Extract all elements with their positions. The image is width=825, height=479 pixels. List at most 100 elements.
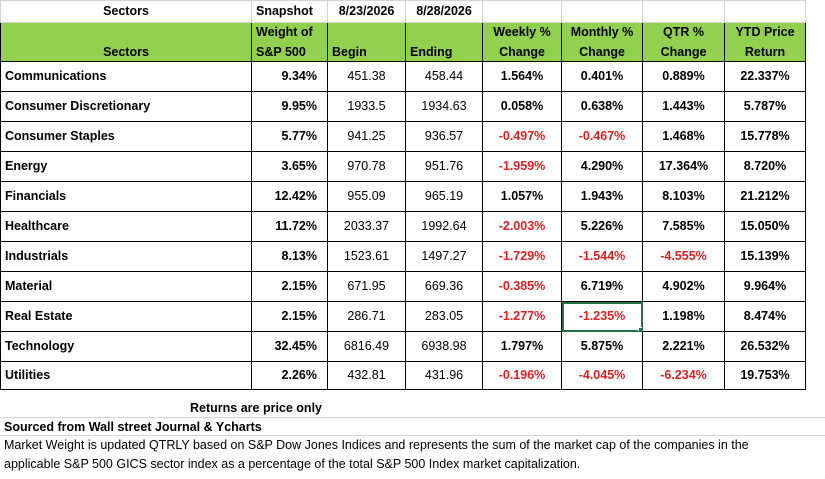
cell-weight[interactable]: 3.65% xyxy=(251,151,328,182)
header-monthly[interactable]: Monthly % Change xyxy=(561,22,643,62)
cell-monthly-change[interactable]: -0.467% xyxy=(561,121,643,152)
cell-weight[interactable]: 32.45% xyxy=(251,331,328,362)
cell-weight[interactable]: 9.34% xyxy=(251,61,328,92)
cell-ytd-return[interactable]: 5.787% xyxy=(724,91,806,122)
cell-ending[interactable]: 965.19 xyxy=(405,181,483,212)
cell-monthly-change[interactable]: 6.719% xyxy=(561,271,643,302)
cell-qtr-change[interactable]: -4.555% xyxy=(642,241,725,272)
cell-monthly-change[interactable]: 5.226% xyxy=(561,211,643,242)
cell-ytd-return[interactable]: 15.139% xyxy=(724,241,806,272)
cell-weekly-change[interactable]: -2.003% xyxy=(482,211,562,242)
cell-ytd-return[interactable]: 8.720% xyxy=(724,151,806,182)
cell-sector[interactable]: Consumer Staples xyxy=(0,121,252,152)
cell-weekly-change[interactable]: 0.058% xyxy=(482,91,562,122)
cell-qtr-change[interactable]: 2.221% xyxy=(642,331,725,362)
cell-ytd-return[interactable]: 22.337% xyxy=(724,61,806,92)
cell-sector[interactable]: Real Estate xyxy=(0,301,252,332)
cell-weight[interactable]: 2.15% xyxy=(251,301,328,332)
cell-begin[interactable]: 1933.5 xyxy=(327,91,406,122)
cell-begin[interactable]: 970.78 xyxy=(327,151,406,182)
cell-ending[interactable]: 669.36 xyxy=(405,271,483,302)
cell-ending[interactable]: 1497.27 xyxy=(405,241,483,272)
cell-begin[interactable]: 955.09 xyxy=(327,181,406,212)
cell-begin[interactable]: 451.38 xyxy=(327,61,406,92)
cell-sector[interactable]: Material xyxy=(0,271,252,302)
cell-ending[interactable]: 458.44 xyxy=(405,61,483,92)
fill-handle[interactable] xyxy=(638,327,642,331)
cell-ytd-return[interactable]: 15.778% xyxy=(724,121,806,152)
cell-ytd-return[interactable]: 8.474% xyxy=(724,301,806,332)
cell-sector[interactable]: Healthcare xyxy=(0,211,252,242)
header-sectors[interactable]: Sectors xyxy=(0,22,252,62)
cell-sector[interactable]: Consumer Discretionary xyxy=(0,91,252,122)
cell-qtr-change[interactable]: 1.198% xyxy=(642,301,725,332)
cell-qtr-change[interactable]: -6.234% xyxy=(642,361,725,390)
snapshot-label[interactable]: Snapshot xyxy=(251,0,328,23)
cell-ytd-return[interactable]: 19.753% xyxy=(724,361,806,390)
cell-weekly-change[interactable]: 1.564% xyxy=(482,61,562,92)
cell-monthly-change[interactable]: 4.290% xyxy=(561,151,643,182)
cell-monthly-change[interactable]: 0.638% xyxy=(561,91,643,122)
cell-qtr-change[interactable]: 1.443% xyxy=(642,91,725,122)
empty-cell[interactable] xyxy=(482,0,562,23)
cell-ytd-return[interactable]: 21.212% xyxy=(724,181,806,212)
cell-monthly-change[interactable]: 5.875% xyxy=(561,331,643,362)
cell-weight[interactable]: 12.42% xyxy=(251,181,328,212)
cell-ending[interactable]: 431.96 xyxy=(405,361,483,390)
header-ending[interactable]: Ending xyxy=(405,22,483,62)
cell-weekly-change[interactable]: -0.385% xyxy=(482,271,562,302)
cell-monthly-change[interactable]: -1.235% xyxy=(561,301,643,332)
cell-ytd-return[interactable]: 15.050% xyxy=(724,211,806,242)
cell-weight[interactable]: 11.72% xyxy=(251,211,328,242)
cell-qtr-change[interactable]: 4.902% xyxy=(642,271,725,302)
cell-weekly-change[interactable]: -0.196% xyxy=(482,361,562,390)
cell-sector[interactable]: Communications xyxy=(0,61,252,92)
cell-weight[interactable]: 2.15% xyxy=(251,271,328,302)
cell-weekly-change[interactable]: -1.729% xyxy=(482,241,562,272)
cell-monthly-change[interactable]: 1.943% xyxy=(561,181,643,212)
cell-sector[interactable]: Energy xyxy=(0,151,252,182)
cell-monthly-change[interactable]: -1.544% xyxy=(561,241,643,272)
cell-begin[interactable]: 2033.37 xyxy=(327,211,406,242)
cell-begin[interactable]: 1523.61 xyxy=(327,241,406,272)
cell-weekly-change[interactable]: -0.497% xyxy=(482,121,562,152)
source-note[interactable]: Sourced from Wall street Journal & Ychar… xyxy=(0,418,825,436)
cell-weight[interactable]: 9.95% xyxy=(251,91,328,122)
header-begin[interactable]: Begin xyxy=(327,22,406,62)
cell-ending[interactable]: 6938.98 xyxy=(405,331,483,362)
cell-monthly-change[interactable]: 0.401% xyxy=(561,61,643,92)
cell-ending[interactable]: 951.76 xyxy=(405,151,483,182)
cell-ytd-return[interactable]: 26.532% xyxy=(724,331,806,362)
cell-weekly-change[interactable]: 1.057% xyxy=(482,181,562,212)
cell-qtr-change[interactable]: 17.364% xyxy=(642,151,725,182)
cell-weight[interactable]: 8.13% xyxy=(251,241,328,272)
cell-sector[interactable]: Financials xyxy=(0,181,252,212)
header-ytd[interactable]: YTD Price Return xyxy=(724,22,806,62)
header-weight[interactable]: Weight of S&P 500 xyxy=(251,22,328,62)
cell-ytd-return[interactable]: 9.964% xyxy=(724,271,806,302)
returns-note[interactable]: Returns are price only xyxy=(0,398,825,418)
cell-sector[interactable]: Technology xyxy=(0,331,252,362)
cell-weekly-change[interactable]: -1.959% xyxy=(482,151,562,182)
weight-note[interactable]: Market Weight is updated QTRLY based on … xyxy=(0,436,825,474)
cell-weekly-change[interactable]: -1.277% xyxy=(482,301,562,332)
cell-begin[interactable]: 671.95 xyxy=(327,271,406,302)
header-qtr[interactable]: QTR % Change xyxy=(642,22,725,62)
cell-begin[interactable]: 286.71 xyxy=(327,301,406,332)
cell-ending[interactable]: 936.57 xyxy=(405,121,483,152)
cell-weight[interactable]: 5.77% xyxy=(251,121,328,152)
cell-qtr-change[interactable]: 1.468% xyxy=(642,121,725,152)
cell-begin[interactable]: 432.81 xyxy=(327,361,406,390)
header-weekly[interactable]: Weekly % Change xyxy=(482,22,562,62)
cell-begin[interactable]: 6816.49 xyxy=(327,331,406,362)
top-sectors-label[interactable]: Sectors xyxy=(0,0,252,23)
cell-ending[interactable]: 283.05 xyxy=(405,301,483,332)
cell-sector[interactable]: Industrials xyxy=(0,241,252,272)
cell-ending[interactable]: 1992.64 xyxy=(405,211,483,242)
cell-qtr-change[interactable]: 7.585% xyxy=(642,211,725,242)
cell-qtr-change[interactable]: 8.103% xyxy=(642,181,725,212)
begin-date[interactable]: 8/23/2026 xyxy=(327,0,406,23)
cell-weekly-change[interactable]: 1.797% xyxy=(482,331,562,362)
cell-monthly-change[interactable]: -4.045% xyxy=(561,361,643,390)
empty-cell[interactable] xyxy=(642,0,725,23)
